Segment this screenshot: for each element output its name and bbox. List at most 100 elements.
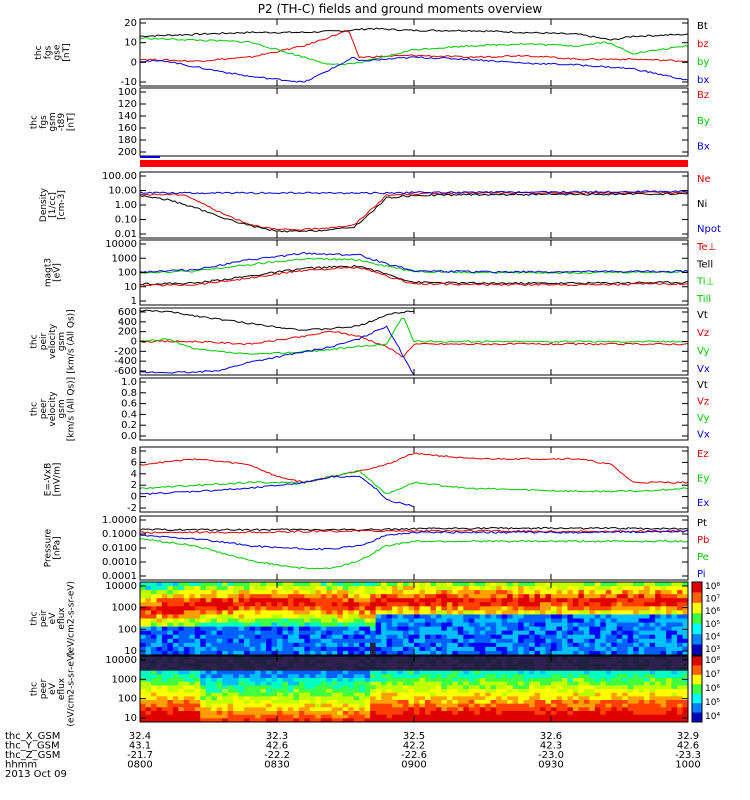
ytick-label: 0.6 xyxy=(121,399,137,410)
xaxis-value: 32.6 xyxy=(540,731,562,742)
xaxis-value: -22.2 xyxy=(264,750,290,761)
xaxis-value: 42.6 xyxy=(266,741,288,752)
ytick-label: 2 xyxy=(131,480,137,491)
panel-6: thcpeervelocitygsm[km/s (All Qs)] Vt Vz Vy V… xyxy=(30,377,710,442)
series-Pt xyxy=(140,526,688,532)
ytick-label: -600 xyxy=(114,366,137,377)
colorbar-label: 10⁵ xyxy=(705,620,720,630)
legend-Vx: Vx xyxy=(697,429,710,440)
legend-Npot: Npot xyxy=(697,224,721,235)
ytick-label: 100 xyxy=(118,268,137,279)
panel-frame xyxy=(139,446,689,513)
panel-ylabel: thcpeirvelocitygsm[km/s (All Qs)] xyxy=(30,309,77,373)
ytick-label: 10 xyxy=(124,282,137,293)
panel-1: thcfgsgse[nT] Bt bz by bx 20 10 0 -10 xyxy=(34,18,709,88)
legend-Pi: Pi xyxy=(697,569,706,580)
panel-3: Density[1/cc][cm-3] Ne Ni Npot 100.00 10.00 1.… xyxy=(39,171,721,240)
figure-title: P2 (TH-C) fields and ground moments over… xyxy=(258,2,543,16)
xaxis-value: 43.1 xyxy=(129,741,151,752)
series-Ne xyxy=(140,191,688,231)
legend-Vx: Vx xyxy=(697,364,710,375)
xaxis-value: 32.9 xyxy=(677,731,699,742)
legend-Vt: Vt xyxy=(697,310,708,321)
xaxis-value: 42.6 xyxy=(677,741,699,752)
colorbar-label: 10⁸ xyxy=(705,582,720,592)
xaxis-value: 0900 xyxy=(401,760,426,771)
ytick-label: 10.00 xyxy=(108,186,137,197)
ytick-label: 120 xyxy=(118,99,137,110)
legend-Vz: Vz xyxy=(697,328,709,339)
ytick-label: 0 xyxy=(131,57,137,68)
legend-Tell: Tell xyxy=(696,259,713,270)
colorbar-label: 10⁶ xyxy=(705,607,720,617)
ytick-label: 0.10 xyxy=(115,215,137,226)
ytick-label: 4 xyxy=(131,469,137,480)
xaxis-value: 1000 xyxy=(675,760,700,771)
panel-frame xyxy=(139,87,689,157)
ytick-label: -2 xyxy=(127,503,137,514)
legend-Ne: Ne xyxy=(697,174,711,185)
ytick-label: 6 xyxy=(131,457,137,468)
legend-Vt: Vt xyxy=(697,380,708,391)
panel-frame xyxy=(139,171,689,239)
xaxis-value: 42.2 xyxy=(403,741,425,752)
panel-4: magt3[eV] Te⊥ Tell Ti⊥ Till 10000 1000 100 10 1 xyxy=(43,239,716,307)
legend-by: by xyxy=(697,57,709,68)
panel-frame xyxy=(139,239,689,306)
ytick-label: 0.2 xyxy=(121,420,137,431)
ytick-label: 0.0001 xyxy=(102,571,137,582)
ytick-label: 600 xyxy=(118,307,137,318)
spectrogram xyxy=(140,656,688,722)
legend-Bz: Bz xyxy=(697,90,709,101)
series-Bt xyxy=(140,27,688,41)
spectrogram xyxy=(140,582,688,655)
colorbar-label: 10⁸ xyxy=(705,656,720,666)
series-Ni xyxy=(140,192,688,233)
colorbar-label: 10⁴ xyxy=(705,632,720,642)
legend-Vz: Vz xyxy=(697,396,709,407)
panel-ylabel: Density[1/cc][cm-3] xyxy=(39,187,67,222)
xaxis-date: 2013 Oct 09 xyxy=(5,769,67,780)
xaxis-value: 0800 xyxy=(127,760,152,771)
ytick-label: 0.01 xyxy=(115,229,137,240)
ytick-label: 100.00 xyxy=(102,171,137,182)
panel-ylabel: Pressure[nPa] xyxy=(43,528,62,567)
panel-9: thcpeireVeflux(eV/cm2-s-sr-eV) 10⁸10⁷10⁶1… xyxy=(30,581,721,657)
legend-Ey: Ey xyxy=(697,474,709,485)
ytick-label: 200 xyxy=(118,147,137,158)
series-Vx xyxy=(140,325,415,375)
panel-5: thcpeirvelocitygsm[km/s (All Qs)] Vt Vz Vy V… xyxy=(30,307,710,377)
legend-Ti⊥: Ti⊥ xyxy=(696,277,714,288)
colorbar-label: 10⁶ xyxy=(705,684,720,694)
panel-ylabel: E=-VxB[mV/m] xyxy=(43,463,62,497)
legend-bz: bz xyxy=(697,39,709,50)
panel-ylabel: magt3[eV] xyxy=(43,258,62,287)
ytick-label: 0 xyxy=(131,492,137,503)
ytick-label: 140 xyxy=(118,111,137,122)
xaxis-value: 42.3 xyxy=(540,741,562,752)
ytick-label: 100 xyxy=(118,694,137,705)
xaxis-value: -21.7 xyxy=(127,750,153,761)
legend-Vy: Vy xyxy=(697,346,710,357)
legend-Pb: Pb xyxy=(697,535,709,546)
xaxis-value: 0830 xyxy=(264,760,289,771)
colorbar: 10⁸ 10⁷ 10⁶ 10⁵ 10⁴ xyxy=(691,655,720,723)
xaxis-row-label: hhmm xyxy=(5,760,37,771)
ytick-label: 0.4 xyxy=(121,409,137,420)
ytick-label: 100 xyxy=(118,87,137,98)
panel-frame xyxy=(139,515,689,581)
colorbar-label: 10³ xyxy=(705,645,720,655)
series-Pi xyxy=(140,530,688,551)
legend-bx: bx xyxy=(697,75,709,86)
panel-frame xyxy=(139,307,689,376)
colorbar-label: 10⁵ xyxy=(705,698,720,708)
legend-Bx: Bx xyxy=(697,142,710,153)
series-Ez xyxy=(140,452,688,484)
colorbar: 10⁸ 10⁷ 10⁶ 10⁵ 10⁴ 10³ xyxy=(691,581,720,656)
series-Pb xyxy=(140,529,688,534)
colorbar-label: 10⁷ xyxy=(705,595,720,605)
ytick-label: 0.0100 xyxy=(102,543,137,554)
legend-Bt: Bt xyxy=(697,21,708,32)
xaxis-row-label: thc_Y_GSM xyxy=(5,741,60,752)
series-Vt xyxy=(140,309,415,331)
